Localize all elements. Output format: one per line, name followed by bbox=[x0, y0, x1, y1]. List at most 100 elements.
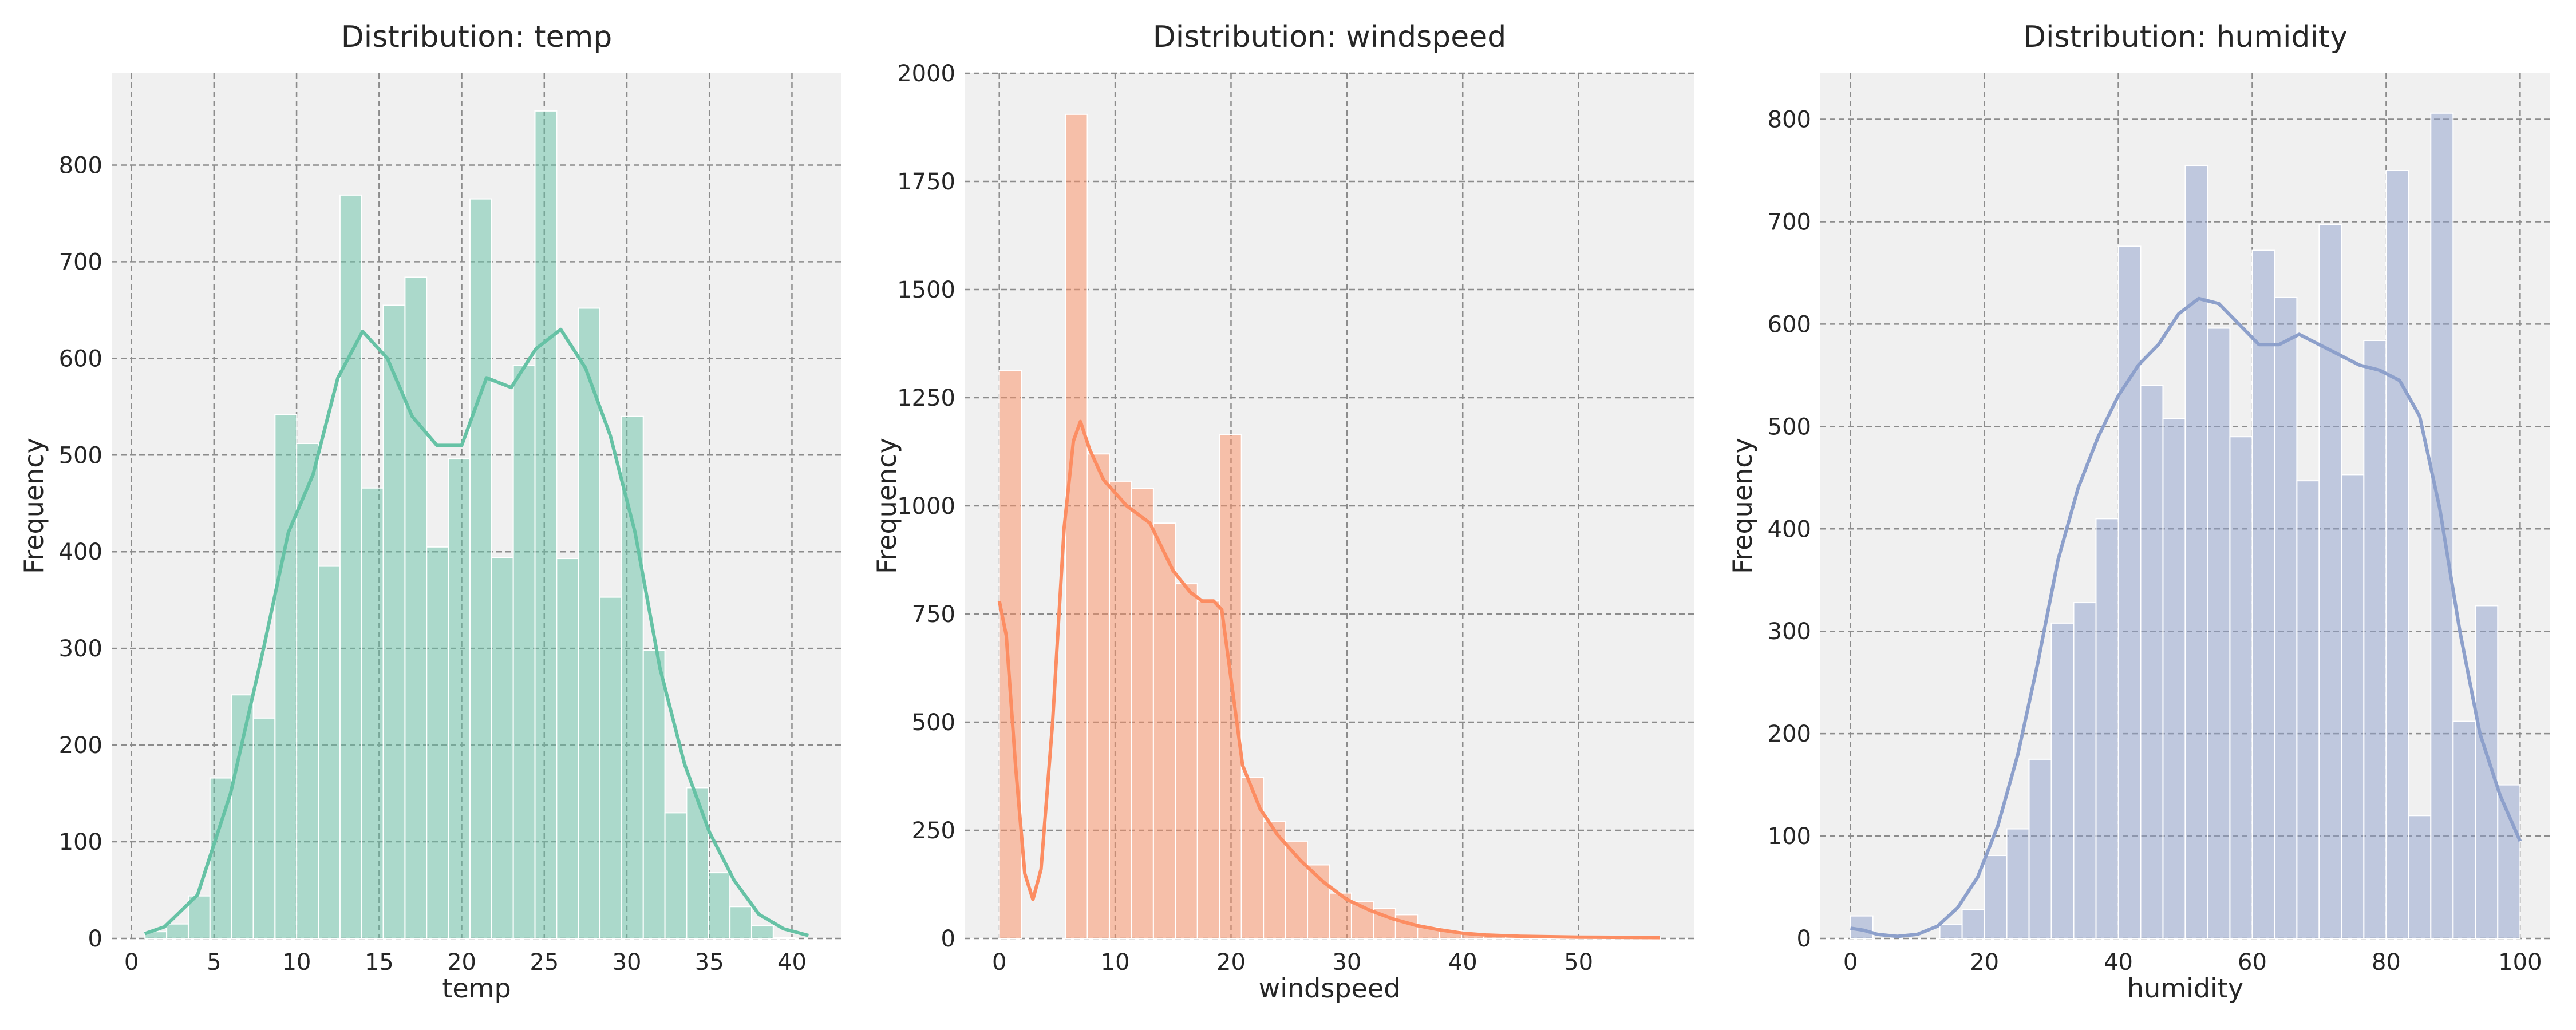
histogram-bar bbox=[426, 546, 449, 939]
histogram-bar bbox=[2363, 340, 2387, 939]
histogram-bar bbox=[296, 443, 319, 939]
x-tick-label: 5 bbox=[207, 949, 221, 976]
histogram-bar bbox=[2341, 474, 2365, 939]
histogram-bar bbox=[750, 925, 774, 939]
chart-panel-1: 0 5 10 15 20 25 30 35 40010020030040050060070080… bbox=[18, 20, 841, 1004]
y-tick-label: 400 bbox=[59, 539, 102, 565]
histogram-bar bbox=[1131, 488, 1154, 939]
histogram-bars bbox=[1850, 112, 2521, 940]
kde-line bbox=[1850, 296, 2522, 938]
histogram-bar bbox=[2452, 720, 2476, 939]
histogram-bar bbox=[2028, 758, 2052, 939]
histogram-bar bbox=[491, 557, 514, 939]
y-tick-label: 700 bbox=[59, 249, 102, 275]
histogram-bar bbox=[1394, 914, 1419, 940]
histogram-bar bbox=[1175, 583, 1198, 939]
y-axis-label: Frequency bbox=[18, 438, 49, 574]
x-tick-label: 50 bbox=[1564, 949, 1593, 976]
y-axis-label: Frequency bbox=[1727, 438, 1758, 574]
histogram-bar bbox=[231, 694, 254, 940]
x-tick-label: 10 bbox=[282, 949, 311, 976]
y-tick-label: 300 bbox=[59, 636, 102, 662]
kde-line bbox=[997, 419, 1660, 940]
x-tick-label: 80 bbox=[2372, 949, 2401, 976]
y-tick-label: 1000 bbox=[897, 493, 955, 520]
y-tick-label: 100 bbox=[1768, 823, 1811, 850]
histogram-bar bbox=[318, 565, 341, 939]
histogram-bar bbox=[1065, 113, 1088, 940]
histogram-bar bbox=[404, 276, 428, 939]
histogram-bar bbox=[2006, 828, 2030, 940]
y-tick-label: 600 bbox=[1768, 311, 1811, 338]
y-tick-label: 1250 bbox=[897, 385, 955, 411]
x-tick-label: 40 bbox=[777, 949, 807, 976]
histogram-bar bbox=[361, 487, 384, 939]
histogram-bar bbox=[448, 458, 471, 939]
histogram-bar bbox=[252, 717, 276, 939]
histogram-bar bbox=[1961, 909, 1985, 939]
histogram-bar bbox=[599, 596, 622, 940]
y-tick-label: 2000 bbox=[897, 61, 955, 87]
histogram-bar bbox=[2140, 385, 2164, 939]
chart-panel-3: 0 20 40 60 80 100 0 100 200 300 400 500 600 700 800 Dis… bbox=[1727, 20, 2550, 1004]
histogram-bar bbox=[2497, 784, 2521, 940]
y-tick-label: 0 bbox=[1797, 926, 1811, 952]
y-tick-label: 500 bbox=[1768, 414, 1811, 440]
y-tick-label: 1750 bbox=[897, 169, 955, 195]
x-tick-label: 20 bbox=[447, 949, 476, 976]
x-tick-label: 20 bbox=[1216, 949, 1246, 976]
x-tick-label: 30 bbox=[613, 949, 642, 976]
x-tick-label: 30 bbox=[1332, 949, 1361, 976]
histogram-bar bbox=[2274, 296, 2298, 939]
x-axis-label: windspeed bbox=[1259, 973, 1401, 1004]
histogram-bar bbox=[534, 110, 558, 940]
histogram-bar bbox=[729, 906, 752, 939]
histogram-bar bbox=[2408, 815, 2432, 939]
histogram-bar bbox=[512, 365, 536, 939]
y-tick-label: 1500 bbox=[897, 277, 955, 303]
x-tick-label: 100 bbox=[2498, 949, 2542, 976]
y-tick-label: 100 bbox=[59, 829, 102, 855]
histogram-bar bbox=[1984, 855, 2008, 940]
y-tick-label: 500 bbox=[912, 710, 955, 736]
histogram-bar bbox=[998, 370, 1022, 939]
y-tick-label: 750 bbox=[912, 601, 955, 628]
y-tick-label: 700 bbox=[1768, 209, 1811, 235]
histogram-bar bbox=[339, 194, 362, 940]
histogram-bar bbox=[578, 307, 601, 940]
histogram-bar bbox=[2385, 169, 2409, 939]
histogram-bar bbox=[621, 415, 644, 939]
histogram-bar bbox=[556, 558, 579, 939]
histogram-bar bbox=[382, 304, 406, 939]
histogram-bar bbox=[708, 872, 731, 940]
x-tick-label: 0 bbox=[124, 949, 139, 976]
x-tick-label: 25 bbox=[530, 949, 559, 976]
y-tick-label: 600 bbox=[59, 346, 102, 372]
histogram-bar bbox=[686, 787, 709, 939]
x-tick-label: 0 bbox=[992, 949, 1006, 976]
x-tick-label: 60 bbox=[2238, 949, 2267, 976]
histogram-bar bbox=[2318, 224, 2342, 940]
y-tick-label: 800 bbox=[1768, 107, 1811, 133]
x-tick-label: 35 bbox=[695, 949, 724, 976]
histogram-bar bbox=[2229, 436, 2253, 939]
histogram-bar bbox=[1108, 480, 1132, 939]
histogram-bar bbox=[2073, 602, 2097, 939]
histogram-bar bbox=[1152, 522, 1176, 939]
histogram-bar bbox=[1240, 777, 1265, 939]
y-axis-label: Frequency bbox=[871, 438, 902, 574]
histogram-bar bbox=[274, 414, 298, 939]
histogram-bar bbox=[2050, 622, 2075, 939]
histogram-bar bbox=[2251, 249, 2275, 940]
y-tick-label: 300 bbox=[1768, 619, 1811, 645]
histogram-bar bbox=[1939, 923, 1963, 939]
histogram-bar bbox=[664, 812, 688, 939]
histogram-bar bbox=[2162, 418, 2186, 939]
histogram-bar bbox=[2117, 245, 2142, 939]
x-tick-label: 10 bbox=[1101, 949, 1130, 976]
y-tick-label: 400 bbox=[1768, 516, 1811, 542]
x-tick-label: 20 bbox=[1970, 949, 1999, 976]
histogram-bar bbox=[2184, 165, 2208, 940]
histogram-bars bbox=[998, 113, 1661, 940]
